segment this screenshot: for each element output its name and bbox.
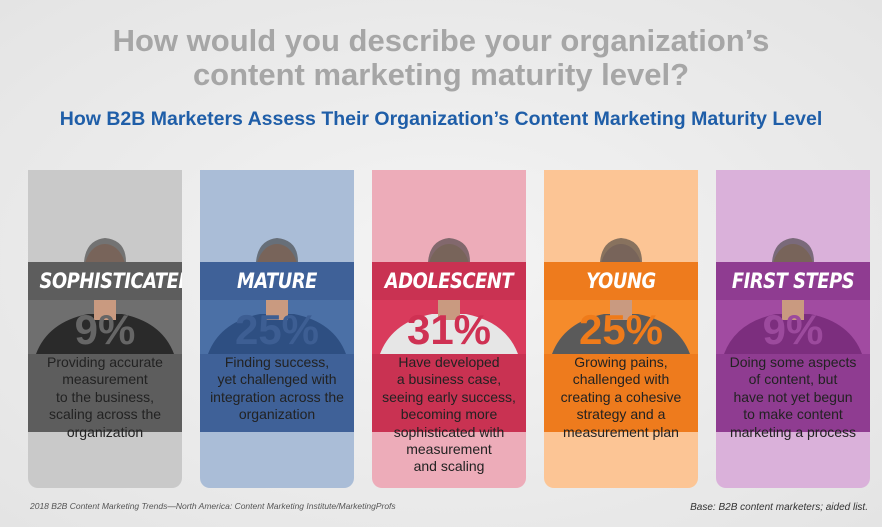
percent: 9% — [74, 306, 136, 353]
description-line: Finding success, — [224, 354, 330, 370]
description-line: of content, but — [748, 371, 838, 388]
percent: 25% — [578, 306, 664, 353]
description-line: strategy and a — [576, 406, 666, 423]
label-band — [28, 262, 182, 300]
description-line: Have developed — [398, 354, 500, 370]
description: Finding success, yet challenged with integ… — [200, 354, 354, 424]
title-line: How would you describe your organization… — [112, 23, 770, 58]
description: Growing pains, challenged with creating a … — [544, 354, 698, 441]
description-line: sophisticated with — [393, 423, 505, 440]
card: ADOLESCENT 31% Have developed a business ca… — [372, 170, 526, 488]
description-line: organization — [66, 423, 144, 440]
description-line: organization — [238, 406, 316, 423]
card-label: YOUNG — [586, 269, 656, 293]
label-band — [200, 262, 354, 300]
card: SOPHISTICATED 9% Providing accurate measure… — [28, 170, 182, 488]
description-line: have not yet begun — [733, 388, 853, 405]
persona-illustration — [200, 238, 354, 432]
description-line: Providing accurate — [47, 354, 163, 370]
description: Have developed a business case, seeing ear… — [372, 354, 526, 476]
description-line: Growing pains, — [574, 354, 668, 370]
card-label: FIRST STEPS — [731, 269, 855, 293]
description-line: integration across the — [210, 388, 344, 405]
label-band — [716, 262, 870, 300]
description-line: challenged with — [572, 371, 670, 388]
description-line: marketing a process — [729, 423, 857, 440]
card-label: SOPHISTICATED — [39, 269, 182, 293]
description-line: to make content — [743, 406, 843, 423]
percent: 31% — [406, 306, 492, 353]
description-line: measurement — [62, 371, 148, 388]
card: YOUNG 25% Growing pains, challenged with cre… — [544, 170, 698, 488]
title-line: content marketing maturity level? — [192, 57, 690, 92]
description-line: measurement — [406, 441, 492, 458]
card: MATURE 25% Finding success, yet challenged … — [200, 170, 354, 488]
card-label: ADOLESCENT — [384, 269, 514, 293]
description-line: Doing some aspects — [729, 354, 857, 370]
source-note: 2018 B2B Content Marketing Trends—North … — [30, 501, 396, 511]
description-line: creating a cohesive — [560, 388, 682, 405]
description-line: and scaling — [413, 458, 485, 475]
description-line: a business case, — [396, 371, 502, 388]
description-line: to the business, — [55, 388, 155, 405]
base-note: Base: B2B content marketers; aided list. — [690, 502, 868, 513]
description: Providing accurate measurement to the busi… — [28, 354, 182, 441]
card: FIRST STEPS 9% Doing some aspects of conten… — [716, 170, 870, 488]
description-line: seeing early success, — [382, 388, 516, 405]
description-line: becoming more — [400, 406, 498, 423]
label-band — [372, 262, 526, 300]
percent: 25% — [234, 306, 320, 353]
label-band — [544, 262, 698, 300]
description-line: yet challenged with — [217, 371, 337, 388]
description-line: scaling across the — [48, 406, 162, 423]
description-line: measurement plan — [563, 423, 679, 440]
percent: 9% — [762, 306, 824, 353]
description: Doing some aspects of content, but have no… — [716, 354, 870, 441]
subtitle: How B2B Marketers Assess Their Organizat… — [59, 108, 823, 130]
card-label: MATURE — [237, 269, 317, 293]
